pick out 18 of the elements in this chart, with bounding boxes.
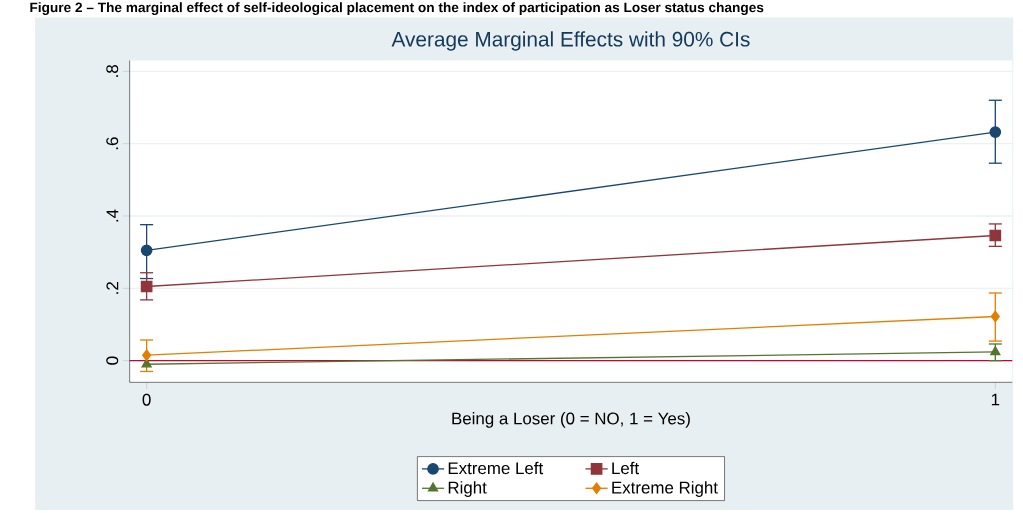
- y-tick-label: .2: [106, 282, 119, 294]
- point: [140, 244, 153, 257]
- y-tick-label: .8: [106, 65, 119, 77]
- x-axis-title: Being a Loser (0 = NO, 1 = Yes): [452, 412, 690, 428]
- y-tick-label: .4: [106, 209, 119, 222]
- legend-label: Extreme Left: [448, 461, 544, 475]
- legend-label: Extreme Right: [612, 481, 718, 497]
- chart-title: Average Marginal Effects with 90% CIs: [391, 31, 750, 51]
- y-tick-label: .6: [106, 137, 119, 150]
- caption: Figure 2 – The marginal effect of self-ideological placement on the index of participation as Loser status changes: [30, 2, 764, 16]
- point: [990, 310, 1000, 323]
- point: [140, 280, 153, 293]
- legend-label: Left: [612, 461, 639, 475]
- point: [989, 229, 1002, 242]
- x-tick-label: 1: [991, 393, 1000, 406]
- legend-label: Right: [448, 481, 487, 497]
- point: [989, 126, 1002, 138]
- y-tick-label: 0: [106, 356, 119, 365]
